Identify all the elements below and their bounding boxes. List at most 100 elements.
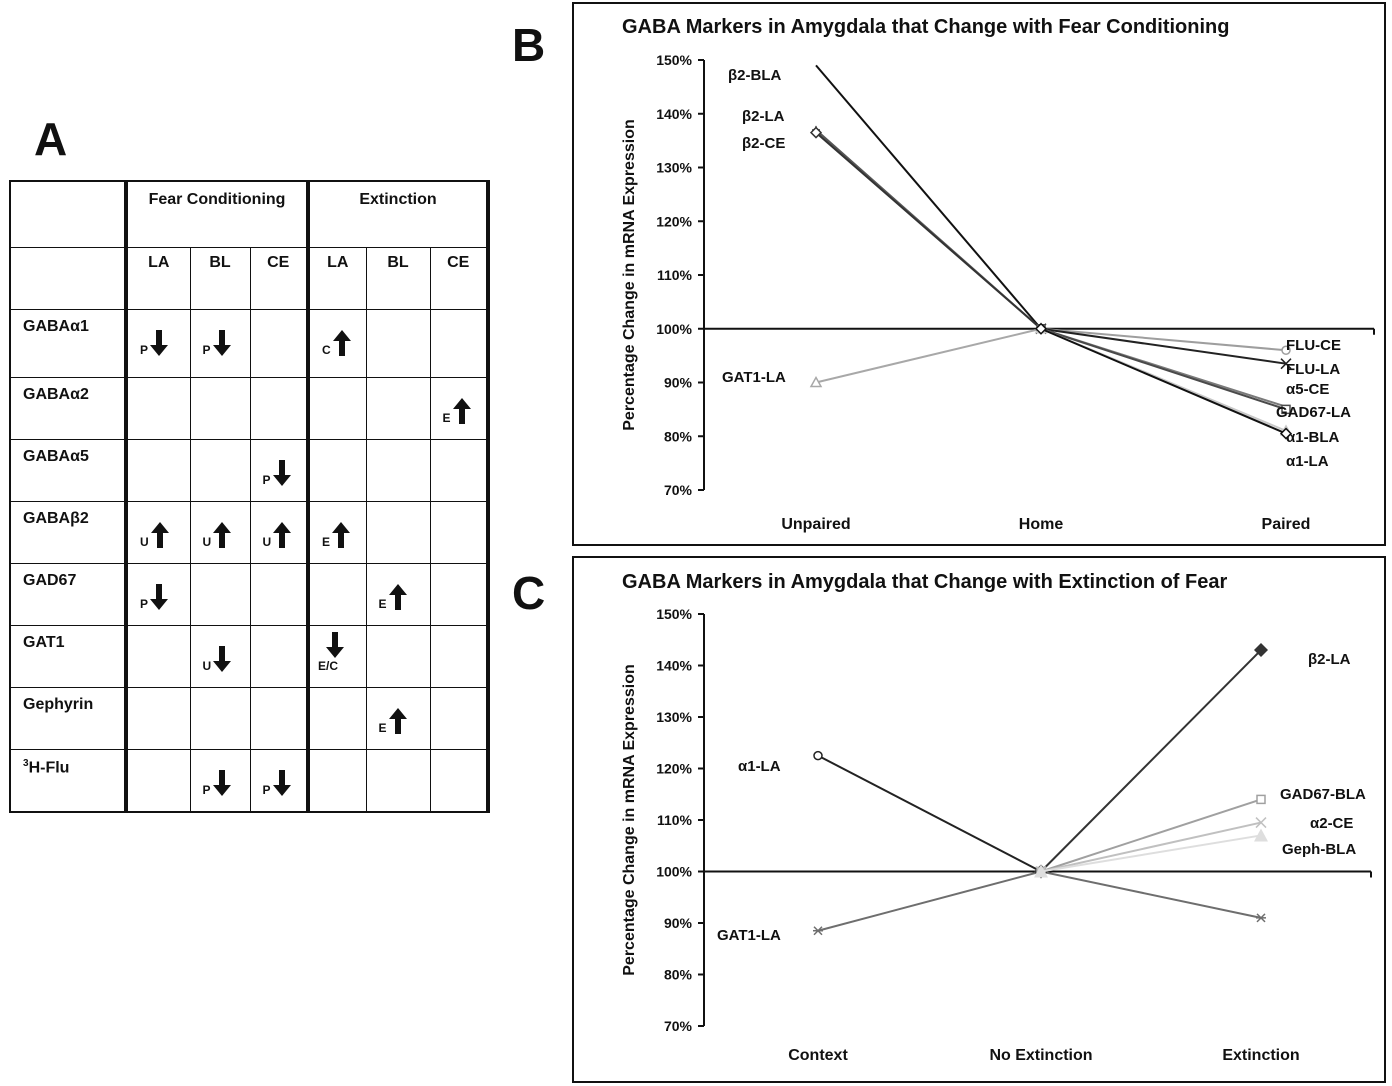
table-cell [307,438,367,502]
series-label: GAD67-LA [1276,404,1351,421]
row-label-text: Gephyrin [23,695,94,713]
y-tick-label: 90% [664,375,693,391]
arrow-up-icon [452,397,471,424]
panel-label-b: B [512,19,546,71]
arrow-down-icon [272,769,291,796]
table-cell: U [189,500,251,564]
condition-letter: P [262,782,271,797]
x-category-label: Paired [1262,516,1311,533]
row-label: 3H-Flu [9,748,128,812]
row-label-text: GABA [23,385,71,403]
change-marker: P [203,769,231,796]
row-label-text: GABA [23,447,71,465]
condition-letter: P [202,342,211,357]
table-row: GABAα1 P P C [9,308,490,378]
expression-summary-table: Fear Conditioning Extinction LA BL CE LA BL C… [9,180,490,813]
row-label-superscript: 3 [23,757,29,769]
column-header-la: LA [307,246,367,310]
table-cell: U [125,500,191,564]
x-category-label: Extinction [1222,1047,1299,1064]
x-category-label: No Extinction [989,1047,1092,1064]
row-label: GAT1 [9,624,128,688]
column-header-ce: CE [429,246,490,310]
arrow-down-icon [150,583,169,610]
series-label: GAT1-LA [717,927,781,944]
y-tick-label: 140% [656,658,692,674]
change-marker: E [443,397,471,424]
change-marker: E [379,583,407,610]
series-line [1040,327,1287,411]
series-label: β2-BLA [728,67,781,84]
panel-label-a: A [34,113,68,165]
y-tick-label: 80% [664,428,693,444]
row-label: GABAβ2 [9,500,128,564]
table-cell [189,562,251,626]
corner-cell [9,180,128,248]
x-marker [1255,817,1267,829]
series-line [1040,327,1287,352]
series-line [815,131,1042,330]
row-label: GABAα5 [9,438,128,502]
x-category-label: Unpaired [781,516,850,533]
table-cell [365,500,431,564]
chart-title: GABA Markers in Amygdala that Change wit… [622,16,1229,38]
arrow-down-icon [272,459,291,486]
table-row: GABAα5 P [9,438,490,502]
series-label: α2-CE [1310,815,1353,832]
table-cell: E/C [307,624,367,688]
series-label: α1-LA [738,758,781,775]
arrow-down-icon [213,645,232,672]
change-marker: U [262,521,292,549]
condition-letter: U [262,534,272,549]
diamond-marker [809,126,823,139]
table-cell [189,686,251,750]
series-line [1040,798,1262,873]
table-cell [307,376,367,440]
arrow-up-icon [332,329,351,356]
condition-letter: P [140,342,149,357]
row-label-text: GABA [23,317,71,335]
y-tick-label: 110% [657,267,693,283]
table-cell [189,438,251,502]
y-tick-label: 100% [656,321,692,337]
row-label-greek: α1 [70,317,89,335]
change-marker: C [322,329,351,356]
series-label: α5-CE [1286,381,1329,398]
table-cell [307,686,367,750]
table-cell [249,562,310,626]
series-label: β2-LA [1308,651,1351,668]
diamond-marker [1034,322,1048,335]
y-tick-label: 130% [656,709,692,725]
table-cell [189,376,251,440]
series-line [817,754,1042,873]
x-category-label: Home [1019,516,1064,533]
chart-title: GABA Markers in Amygdala that Change wit… [622,571,1227,593]
table-cell: U [249,500,310,564]
table-cell: P [189,748,251,812]
circle-marker [813,750,823,761]
condition-letter: E/C [318,658,339,673]
condition-letter: U [202,534,212,549]
table-cell [365,748,431,812]
change-marker: U [203,645,232,672]
table-cell [365,438,431,502]
table-cell: P [125,308,191,378]
arrow-up-icon [388,707,407,734]
y-tick-label: 110% [657,812,693,828]
table-cell [125,748,191,812]
y-tick-label: 150% [656,52,692,68]
series-line [815,327,1042,384]
table-cell: E [365,562,431,626]
table-cell [429,308,490,378]
change-marker: P [263,459,291,486]
triangle-marker [1034,864,1048,878]
condition-letter: P [140,596,149,611]
row-label-text: GAD67 [23,571,77,589]
y-tick-label: 90% [664,915,693,931]
diamond-marker [1279,427,1293,440]
y-axis-label: Percentage Change in mRNA Expression [621,119,638,431]
y-tick-label: 150% [656,606,692,622]
column-header-la: LA [125,246,191,310]
chart-panel-b: GABA Markers in Amygdala that Change wit… [572,2,1386,546]
table-cell [249,686,310,750]
